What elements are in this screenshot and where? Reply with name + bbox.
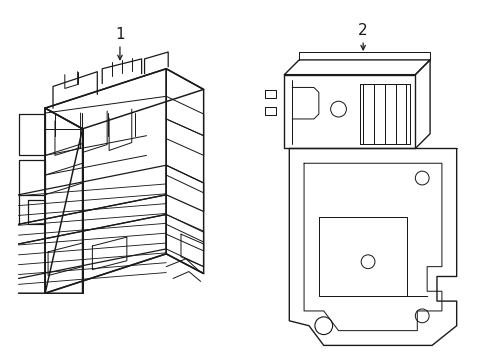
Text: 2: 2 (358, 23, 367, 38)
Text: 1: 1 (115, 27, 124, 42)
